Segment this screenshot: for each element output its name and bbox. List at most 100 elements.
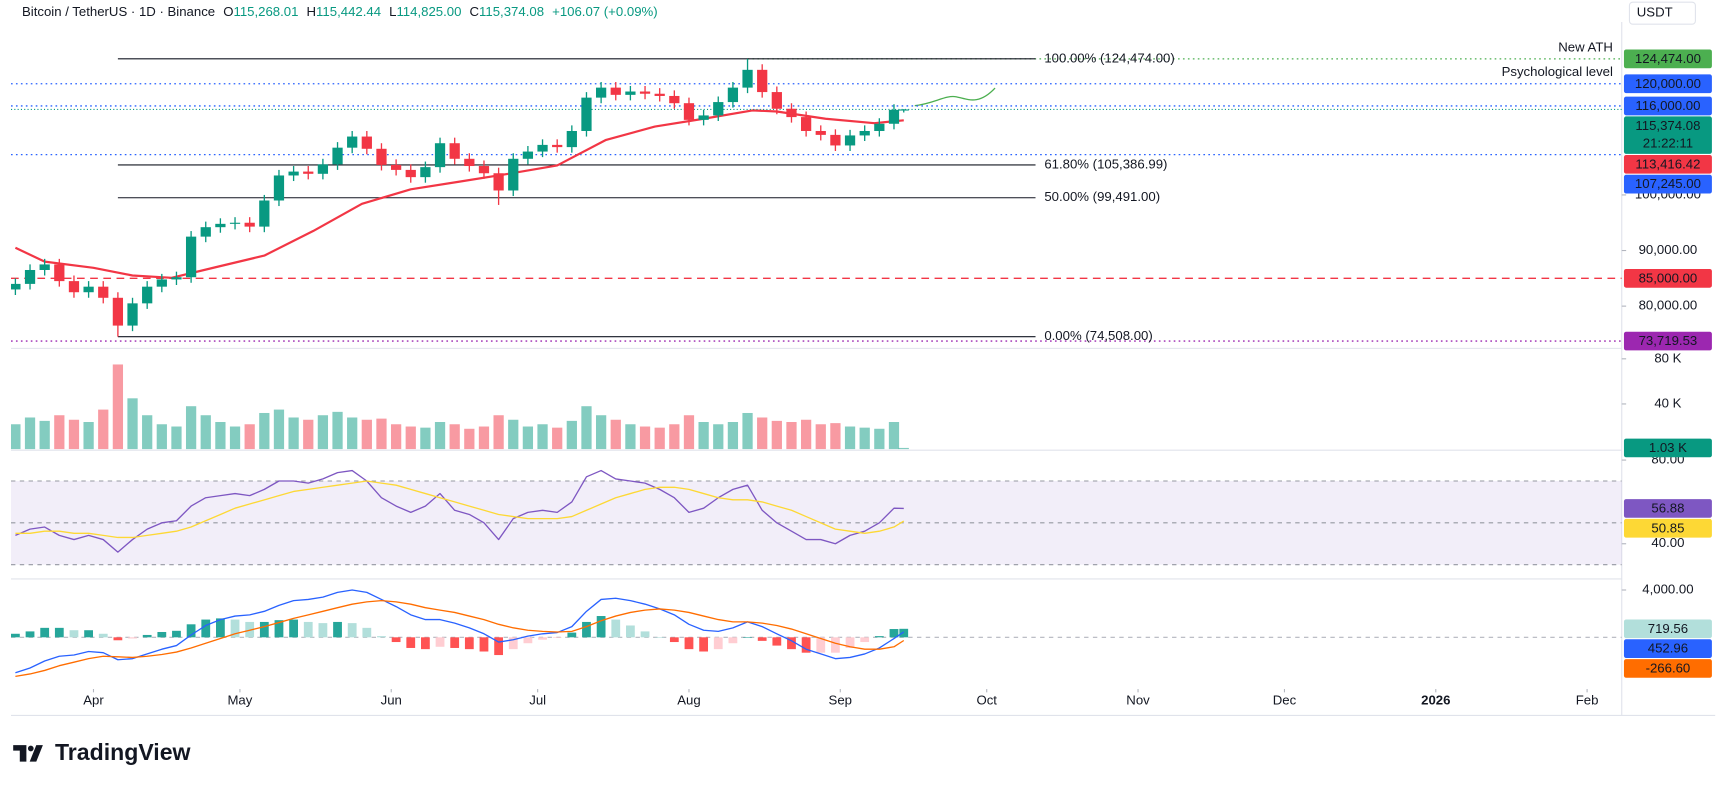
histogram-bar — [567, 632, 577, 638]
volume-bar — [522, 426, 534, 450]
rsi-line — [15, 480, 905, 539]
candle-body — [815, 130, 826, 135]
histogram-bar — [552, 637, 562, 638]
volume-bar — [273, 409, 285, 450]
histogram-bar — [713, 637, 723, 650]
volume-bar — [229, 426, 241, 450]
histogram-bar — [699, 637, 709, 652]
candle-body — [493, 173, 504, 191]
fib-label: 50.00% (99,491.00) — [1044, 189, 1160, 204]
y-tick-label: 80,000.00 — [1639, 298, 1698, 313]
histogram-bar — [10, 633, 20, 638]
volume-bar — [112, 364, 124, 450]
candle-body — [449, 143, 460, 159]
candle-body — [434, 143, 446, 168]
histogram-bar — [464, 637, 474, 650]
price-badge — [1623, 49, 1712, 69]
histogram-bar — [728, 637, 738, 644]
volume-bar — [595, 415, 607, 450]
candle-body — [478, 166, 490, 174]
histogram-bar — [479, 637, 489, 652]
candle-body — [581, 97, 592, 131]
candle-body — [244, 222, 255, 227]
candle-body — [595, 87, 607, 98]
volume-bar — [54, 415, 65, 450]
histogram-bar — [142, 634, 152, 638]
badge-label: 73,719.53 — [1639, 333, 1698, 348]
volume-bar — [800, 419, 812, 450]
price-badge — [1623, 74, 1712, 94]
candle-body — [200, 227, 211, 237]
x-tick-label: Jul — [529, 693, 546, 708]
volume-bar — [898, 447, 909, 450]
histogram-bar — [582, 621, 591, 638]
candle-body — [361, 136, 372, 149]
volume-bar — [771, 420, 782, 450]
histogram-bar — [494, 637, 504, 656]
volume-bar — [24, 417, 36, 450]
y-tick-label: 40 K — [1654, 395, 1681, 410]
currency-button[interactable] — [1628, 1, 1696, 25]
x-tick-label: Oct — [976, 693, 997, 708]
histogram-bar — [596, 616, 606, 638]
volume-bar — [757, 417, 768, 450]
histogram-bar — [845, 637, 855, 648]
badge-label: 120,000.00 — [1635, 76, 1701, 91]
candle-body — [464, 158, 475, 167]
candle-body — [171, 277, 182, 280]
histogram-bar — [889, 629, 899, 638]
currency[interactable]: USDT — [1637, 5, 1673, 20]
volume-bar — [68, 419, 80, 450]
x-tick-label: Feb — [1576, 693, 1599, 708]
ohlc-value: 115,374.08 — [479, 5, 544, 20]
volume-bar — [786, 422, 797, 450]
histogram-bar — [860, 637, 870, 643]
candle-body — [625, 91, 636, 95]
candle-body — [654, 93, 665, 96]
price-badge — [1623, 518, 1712, 538]
y-tick-label: 4,000.00 — [1642, 581, 1693, 596]
macd-line — [15, 599, 905, 678]
macd-line — [15, 589, 905, 674]
volume-bar — [859, 427, 870, 450]
projection-curve — [914, 87, 996, 107]
histogram-bar — [508, 637, 518, 650]
candle-body — [303, 171, 314, 174]
ohlc-key: C — [470, 5, 480, 20]
volume-bar — [288, 417, 299, 450]
candle-body — [332, 147, 343, 165]
level-text: New ATH — [1558, 39, 1613, 54]
y-tick-label: 80 K — [1654, 350, 1681, 365]
volume-bar — [552, 427, 563, 450]
price-badge — [1623, 639, 1712, 658]
candle-body — [288, 171, 299, 176]
volume-bar — [420, 427, 431, 450]
candle-body — [522, 151, 534, 159]
volume-bar — [683, 415, 695, 450]
candle-body — [317, 164, 329, 174]
histogram-bar — [391, 637, 401, 643]
histogram-bar — [669, 637, 679, 643]
x-tick-label: 2026 — [1421, 693, 1450, 708]
histogram-bar — [450, 637, 460, 648]
candle-body — [420, 167, 431, 178]
candle-body — [727, 87, 739, 103]
candle-body — [376, 148, 387, 165]
candle-body — [83, 286, 94, 293]
histogram-bar — [318, 623, 328, 638]
candle-body — [68, 281, 80, 293]
x-tick-label: Nov — [1126, 693, 1150, 708]
volume-bar — [874, 428, 885, 450]
candle-body — [142, 286, 153, 304]
volume-bar — [698, 422, 709, 450]
candle-body — [127, 303, 138, 326]
histogram-bar — [377, 636, 386, 638]
candle-body — [54, 264, 65, 282]
badge-label: 452.96 — [1648, 641, 1688, 656]
volume-bar — [156, 424, 167, 450]
candle-body — [888, 109, 900, 124]
volume-bar — [200, 415, 211, 450]
histogram-bar — [128, 637, 137, 639]
volume-bar — [10, 424, 21, 450]
candle-body — [10, 283, 21, 290]
